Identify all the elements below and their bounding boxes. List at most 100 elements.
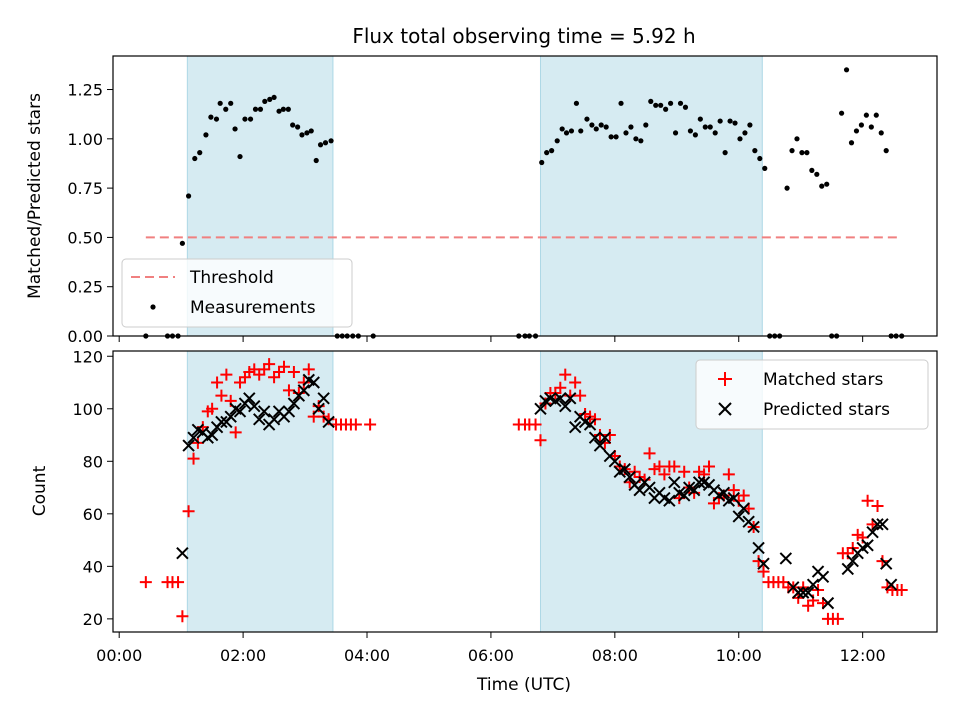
- measurement-point: [717, 118, 723, 124]
- measurement-point: [589, 122, 595, 128]
- measurement-point: [623, 130, 629, 136]
- measurement-point: [702, 124, 708, 130]
- measurement-point: [848, 140, 855, 146]
- matched-star-point: [703, 460, 716, 473]
- bottom-plot-frame: [112, 350, 938, 633]
- measurement-point: [613, 134, 619, 140]
- predicted-star-point: [806, 578, 820, 591]
- measurement-point: [697, 116, 703, 122]
- predicted-star-point: [322, 415, 335, 429]
- measurement-point: [643, 122, 649, 128]
- measurement-point: [232, 126, 238, 132]
- measurement-point: [237, 153, 243, 160]
- predicted-star-point: [623, 470, 636, 484]
- bottom-y-axis-label: Count: [30, 465, 50, 516]
- measurement-point: [317, 142, 324, 148]
- predicted-star-point: [846, 554, 859, 568]
- legend-threshold-label: Threshold: [189, 268, 274, 288]
- measurement-point: [559, 126, 565, 132]
- matched-star-point: [871, 499, 884, 512]
- matched-star-point: [534, 434, 547, 447]
- measurement-point: [794, 136, 800, 142]
- top-y-tick-label: 0.50: [67, 228, 103, 247]
- matched-star-point: [277, 360, 290, 373]
- measurement-point: [217, 100, 223, 106]
- measurement-point: [257, 106, 264, 112]
- measurement-point: [185, 193, 192, 199]
- measurement-point: [868, 124, 874, 130]
- measurement-point: [593, 126, 599, 132]
- top-y-tick-label: 0.00: [67, 327, 103, 346]
- matched-star-point: [722, 468, 735, 481]
- matched-star-point: [139, 576, 152, 589]
- measurement-point: [608, 134, 614, 140]
- matched-star-point: [229, 426, 242, 439]
- bottom-shaded-interval-0: [186, 350, 334, 633]
- measurement-point: [554, 138, 560, 144]
- x-tick-label: 08:00: [592, 646, 638, 665]
- legend-matched-swatch: [718, 372, 732, 386]
- predicted-star-point: [187, 431, 200, 444]
- measurement-point: [687, 128, 694, 134]
- measurement-point: [203, 132, 209, 138]
- predicted-star-point: [182, 439, 195, 452]
- measurement-point: [819, 183, 825, 189]
- x-axis-label: Time (UTC): [476, 675, 571, 695]
- predicted-star-point: [841, 562, 854, 576]
- matched-star-point: [172, 576, 185, 589]
- measurement-point: [568, 128, 575, 134]
- measurement-point: [539, 159, 545, 166]
- predicted-star-point: [821, 596, 835, 610]
- measurement-point: [271, 94, 277, 101]
- legend-predicted-swatch: [718, 402, 732, 416]
- measurement-point: [677, 100, 684, 106]
- measurement-point: [618, 100, 624, 106]
- bottom-panel: 20 40 60 80 100 120 00:00 02:00 04:00 06:00 08:00…: [30, 347, 938, 695]
- bottom-y-tick-label: 120: [72, 347, 103, 366]
- predicted-star-point: [796, 586, 810, 599]
- top-y-tick-label: 1.00: [67, 130, 103, 149]
- predicted-star-point: [861, 539, 874, 552]
- measurement-point: [873, 112, 879, 118]
- predicted-star-point: [633, 483, 646, 497]
- predicted-star-point: [224, 410, 237, 423]
- measurement-point: [722, 150, 728, 156]
- measurement-point: [799, 150, 805, 156]
- x-tick-label: 02:00: [220, 646, 266, 665]
- measurement-point: [653, 102, 659, 108]
- measurement-point: [290, 122, 296, 128]
- measurement-point: [672, 130, 679, 136]
- measurement-point: [544, 150, 550, 156]
- measurement-point: [732, 120, 738, 126]
- matched-star-point: [364, 418, 377, 431]
- measurement-point: [883, 148, 889, 154]
- predicted-star-point: [253, 413, 266, 426]
- predicted-star-point: [816, 570, 830, 584]
- measurement-point: [308, 128, 314, 134]
- top-y-tick-label: 1.25: [67, 81, 103, 100]
- predicted-star-point: [588, 431, 602, 444]
- predicted-star-point: [568, 420, 582, 434]
- measurement-point: [692, 132, 698, 138]
- predicted-star-point: [668, 476, 681, 489]
- measurement-point: [280, 106, 286, 112]
- measurement-point: [598, 122, 604, 128]
- matched-star-point: [282, 384, 295, 397]
- matched-star-point: [678, 465, 691, 478]
- matched-star-point: [302, 363, 315, 376]
- measurement-point: [228, 100, 234, 106]
- predicted-star-point: [282, 405, 296, 418]
- measurement-point: [549, 148, 555, 154]
- matched-star-point: [182, 505, 195, 518]
- predicted-star-point: [687, 483, 701, 497]
- measurement-point: [658, 102, 664, 108]
- matched-star-point: [569, 376, 582, 389]
- matched-star-point: [737, 489, 750, 502]
- predicted-star-point: [871, 518, 884, 531]
- measurement-point: [179, 240, 185, 246]
- predicted-star-point: [752, 541, 765, 555]
- predicted-star-point: [559, 399, 572, 413]
- matched-star-point: [727, 484, 740, 497]
- predicted-star-point: [717, 486, 731, 500]
- measurement-point: [707, 124, 713, 130]
